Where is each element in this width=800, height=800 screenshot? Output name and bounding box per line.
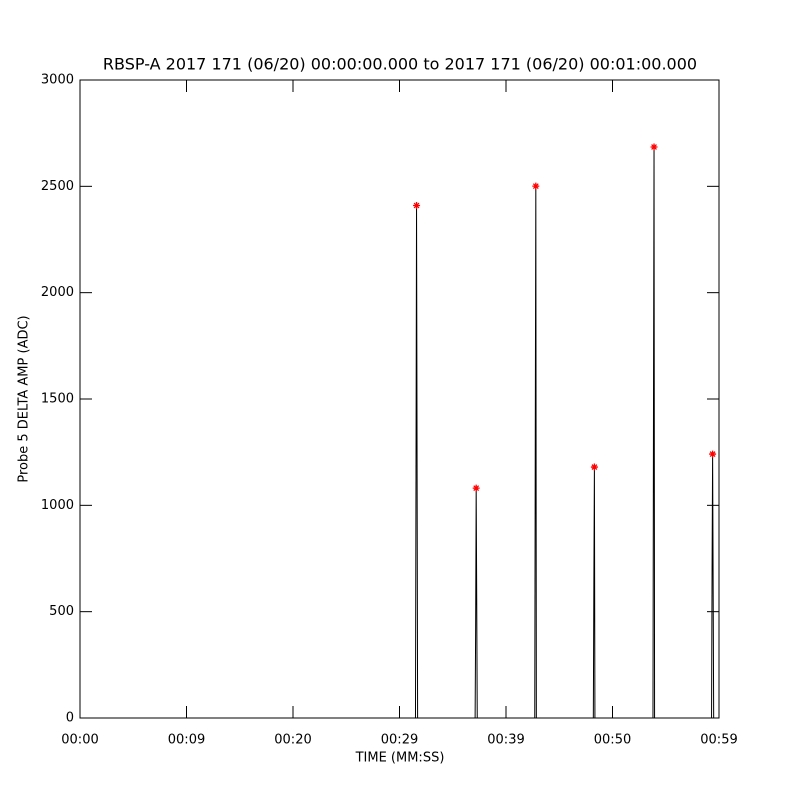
- peak-marker: [709, 450, 717, 458]
- y-tick-label: 0: [66, 711, 74, 726]
- y-tick-label: 500: [49, 604, 74, 619]
- y-tick-label: 1500: [41, 392, 74, 407]
- y-tick-label: 3000: [41, 73, 74, 88]
- data-line: [80, 146, 719, 719]
- chart-title: RBSP-A 2017 171 (06/20) 00:00:00.000 to …: [103, 55, 697, 74]
- x-tick-label: 00:20: [274, 733, 311, 748]
- peak-marker: [650, 143, 658, 151]
- peak-marker: [472, 484, 480, 492]
- y-tick-label: 2500: [41, 179, 74, 194]
- y-axis-label: Probe 5 DELTA AMP (ADC): [17, 315, 32, 482]
- x-axis-label: TIME (MM:SS): [355, 751, 445, 766]
- x-tick-label: 00:59: [700, 733, 737, 748]
- x-tick-label: 00:09: [168, 733, 205, 748]
- y-tick-label: 2000: [41, 285, 74, 300]
- x-tick-label: 00:50: [594, 733, 631, 748]
- peak-marker: [590, 463, 598, 471]
- peak-marker: [413, 201, 421, 209]
- x-tick-label: 00:29: [381, 733, 418, 748]
- y-tick-label: 1000: [41, 498, 74, 513]
- x-tick-label: 00:39: [487, 733, 524, 748]
- x-tick-label: 00:00: [61, 733, 98, 748]
- peak-marker: [532, 182, 540, 190]
